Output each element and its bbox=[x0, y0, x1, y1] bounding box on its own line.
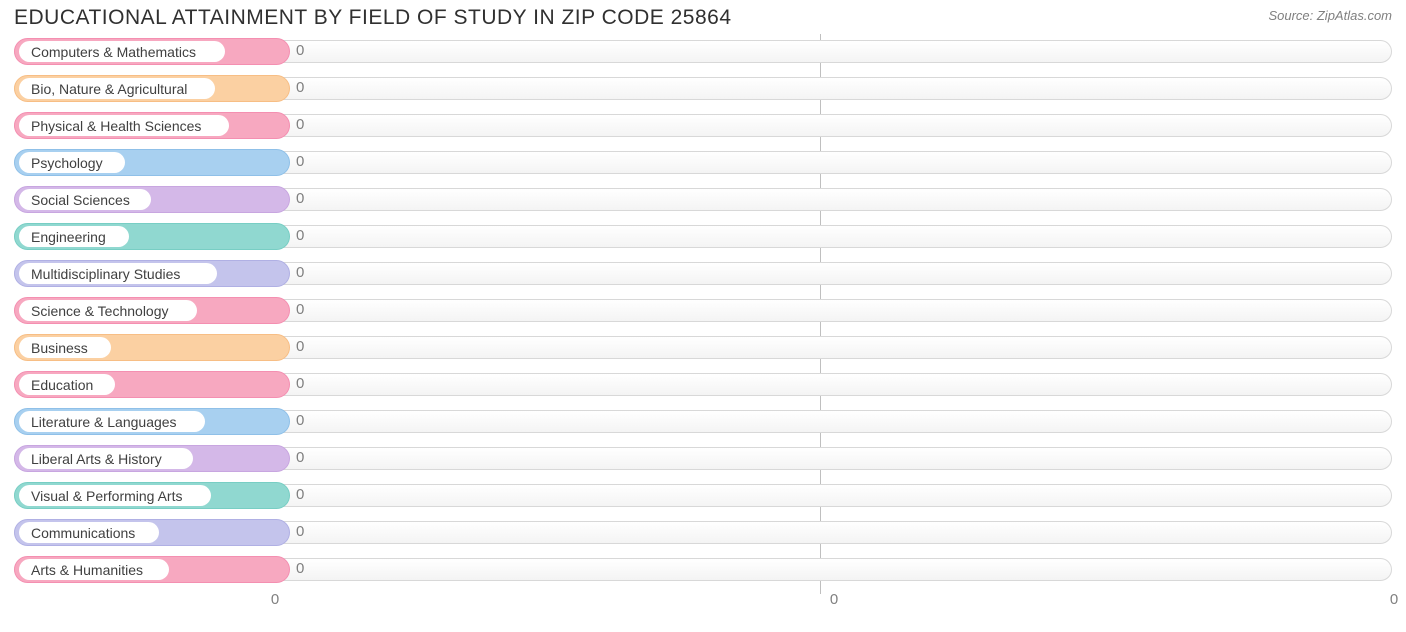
bar-value: 0 bbox=[296, 79, 304, 96]
bar-label: Visual & Performing Arts bbox=[31, 488, 182, 504]
bar-value: 0 bbox=[296, 560, 304, 577]
chart-area: Computers & Mathematics0Bio, Nature & Ag… bbox=[0, 34, 1406, 585]
bar-label: Computers & Mathematics bbox=[31, 44, 196, 60]
bar-row: Business 0 bbox=[14, 332, 1392, 363]
bar-label-pill: Multidisciplinary Studies bbox=[19, 263, 217, 284]
bar-label: Science & Technology bbox=[31, 303, 169, 319]
bar-row: Physical & Health Sciences 0 bbox=[14, 110, 1392, 141]
bar-label-pill: Bio, Nature & Agricultural bbox=[19, 78, 215, 99]
bar-label: Arts & Humanities bbox=[31, 562, 143, 578]
chart-header: EDUCATIONAL ATTAINMENT BY FIELD OF STUDY… bbox=[0, 0, 1406, 34]
bar-label-pill: Visual & Performing Arts bbox=[19, 485, 211, 506]
bar-label-pill: Social Sciences bbox=[19, 189, 151, 210]
bar-label: Communications bbox=[31, 525, 135, 541]
bar-value: 0 bbox=[296, 301, 304, 318]
bar-label-pill: Psychology bbox=[19, 152, 125, 173]
x-axis: 000 bbox=[14, 591, 1392, 621]
x-tick-label: 0 bbox=[271, 591, 279, 608]
bar-label: Education bbox=[31, 377, 93, 393]
chart-source: Source: ZipAtlas.com bbox=[1268, 6, 1392, 23]
bar-label-pill: Education bbox=[19, 374, 115, 395]
bar-label: Engineering bbox=[31, 229, 106, 245]
bar-row: Visual & Performing Arts 0 bbox=[14, 480, 1392, 511]
bar-label-pill: Communications bbox=[19, 522, 159, 543]
bar-value: 0 bbox=[296, 190, 304, 207]
bar-label-pill: Science & Technology bbox=[19, 300, 197, 321]
bar-row: Computers & Mathematics 0 bbox=[14, 36, 1392, 67]
chart-title: EDUCATIONAL ATTAINMENT BY FIELD OF STUDY… bbox=[14, 6, 732, 30]
bar-label: Business bbox=[31, 340, 88, 356]
bar-row: Liberal Arts & History 0 bbox=[14, 443, 1392, 474]
x-tick-label: 0 bbox=[830, 591, 838, 608]
bar-row: Education 0 bbox=[14, 369, 1392, 400]
bar-label-pill: Arts & Humanities bbox=[19, 559, 169, 580]
bar-row: Bio, Nature & Agricultural 0 bbox=[14, 73, 1392, 104]
bar-row: Social Sciences 0 bbox=[14, 184, 1392, 215]
bar-value: 0 bbox=[296, 227, 304, 244]
bar-label-pill: Computers & Mathematics bbox=[19, 41, 225, 62]
bar-label-pill: Literature & Languages bbox=[19, 411, 205, 432]
bar-value: 0 bbox=[296, 523, 304, 540]
bar-row: Literature & Languages 0 bbox=[14, 406, 1392, 437]
bar-value: 0 bbox=[296, 153, 304, 170]
bar-label: Literature & Languages bbox=[31, 414, 177, 430]
bar-row: Psychology 0 bbox=[14, 147, 1392, 178]
bar-label: Physical & Health Sciences bbox=[31, 118, 201, 134]
bar-label-pill: Engineering bbox=[19, 226, 129, 247]
bar-row: Arts & Humanities 0 bbox=[14, 554, 1392, 585]
bar-value: 0 bbox=[296, 42, 304, 59]
bar-row: Multidisciplinary Studies 0 bbox=[14, 258, 1392, 289]
bar-label-pill: Liberal Arts & History bbox=[19, 448, 193, 469]
bar-row: Science & Technology 0 bbox=[14, 295, 1392, 326]
x-tick-label: 0 bbox=[1390, 591, 1398, 608]
bar-row: Engineering 0 bbox=[14, 221, 1392, 252]
bar-label: Liberal Arts & History bbox=[31, 451, 162, 467]
bar-label: Bio, Nature & Agricultural bbox=[31, 81, 187, 97]
bar-value: 0 bbox=[296, 264, 304, 281]
bar-value: 0 bbox=[296, 375, 304, 392]
bar-value: 0 bbox=[296, 449, 304, 466]
bar-value: 0 bbox=[296, 486, 304, 503]
bar-row: Communications 0 bbox=[14, 517, 1392, 548]
bar-label: Psychology bbox=[31, 155, 103, 171]
bar-value: 0 bbox=[296, 116, 304, 133]
bar-value: 0 bbox=[296, 338, 304, 355]
bar-label: Multidisciplinary Studies bbox=[31, 266, 180, 282]
bar-label-pill: Business bbox=[19, 337, 111, 358]
bar-label: Social Sciences bbox=[31, 192, 130, 208]
bar-value: 0 bbox=[296, 412, 304, 429]
bar-label-pill: Physical & Health Sciences bbox=[19, 115, 229, 136]
